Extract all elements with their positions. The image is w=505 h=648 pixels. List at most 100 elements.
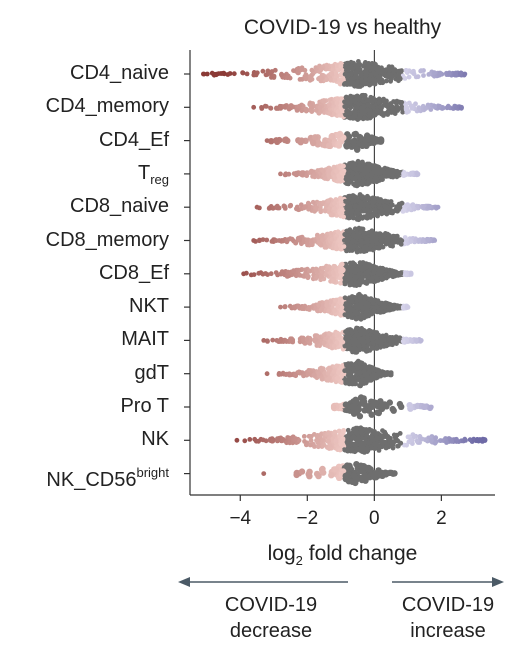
data-point [321, 332, 327, 338]
data-point [391, 109, 397, 114]
data-point [331, 111, 336, 117]
data-point [335, 375, 341, 381]
data-point [320, 265, 326, 271]
data-point [457, 71, 463, 77]
data-point [420, 238, 426, 244]
data-point [360, 92, 366, 98]
data-point [353, 234, 358, 240]
data-point [289, 337, 294, 343]
data-point [394, 341, 399, 346]
data-point [282, 304, 288, 309]
data-point [320, 168, 326, 174]
category-label-text: CD8_memory [45, 228, 169, 251]
data-point [312, 134, 319, 141]
data-point [339, 305, 345, 310]
data-point [269, 75, 274, 80]
data-point [395, 108, 400, 113]
data-point [370, 247, 376, 253]
data-point [407, 206, 412, 212]
data-point [389, 405, 396, 413]
data-point [396, 76, 402, 82]
data-point [331, 369, 337, 374]
data-point [390, 210, 395, 216]
data-point [342, 295, 348, 301]
category-label: NK [141, 428, 169, 450]
data-point [388, 102, 394, 108]
data-point [399, 271, 404, 276]
data-point [361, 140, 369, 148]
category-label: CD4_Ef [99, 129, 169, 151]
data-point [344, 210, 349, 216]
data-point [405, 202, 410, 208]
data-point [264, 371, 270, 377]
data-point [349, 76, 354, 82]
data-point [349, 214, 355, 220]
data-point [392, 271, 397, 277]
data-point [348, 71, 354, 77]
data-point [335, 109, 341, 114]
data-point [401, 208, 407, 214]
data-point [281, 203, 287, 209]
data-point [403, 101, 409, 107]
category-label: Pro T [120, 395, 169, 417]
data-point [352, 261, 358, 267]
data-point [377, 403, 384, 410]
data-point [346, 170, 351, 176]
data-point [391, 99, 396, 104]
data-point [364, 329, 370, 334]
data-point [301, 338, 306, 343]
data-point [326, 198, 332, 204]
data-point [373, 71, 379, 77]
data-point [378, 111, 384, 117]
data-point [377, 231, 383, 237]
data-point [331, 279, 336, 284]
data-point [327, 111, 333, 116]
data-point [310, 199, 316, 205]
data-point [286, 171, 292, 177]
data-point [278, 106, 283, 111]
category-label-text: MAIT [121, 328, 169, 351]
data-point [346, 65, 351, 71]
data-point [411, 71, 417, 77]
data-point [317, 343, 322, 349]
data-point [362, 365, 368, 371]
data-point [363, 108, 369, 114]
data-point [284, 274, 290, 279]
data-point [362, 115, 368, 121]
data-point [383, 343, 389, 349]
data-point [220, 71, 225, 76]
data-point [370, 340, 376, 346]
data-point [378, 138, 384, 144]
data-point [342, 238, 347, 243]
category-label-sub: reg [150, 171, 169, 187]
data-point [300, 305, 306, 311]
data-point [437, 72, 442, 78]
data-point [362, 362, 367, 368]
data-point [276, 238, 282, 243]
data-point [303, 72, 309, 77]
data-point [278, 371, 284, 377]
data-point [337, 238, 342, 244]
data-point [423, 106, 428, 111]
data-point [409, 105, 415, 111]
data-point [339, 308, 345, 314]
data-point [359, 195, 365, 201]
data-point [406, 402, 413, 409]
data-point [425, 237, 430, 243]
data-point [383, 78, 389, 84]
data-point [333, 70, 338, 76]
data-point [370, 242, 375, 248]
data-point [264, 237, 270, 243]
data-point [347, 267, 352, 273]
data-point [408, 239, 414, 245]
data-point [298, 137, 305, 144]
data-point [374, 339, 380, 344]
data-point [331, 263, 337, 269]
category-label: NK_CD56bright [46, 462, 169, 491]
data-point [436, 104, 442, 109]
data-point [278, 304, 283, 310]
data-point [356, 116, 362, 121]
data-point [278, 171, 283, 177]
data-point [338, 63, 344, 69]
